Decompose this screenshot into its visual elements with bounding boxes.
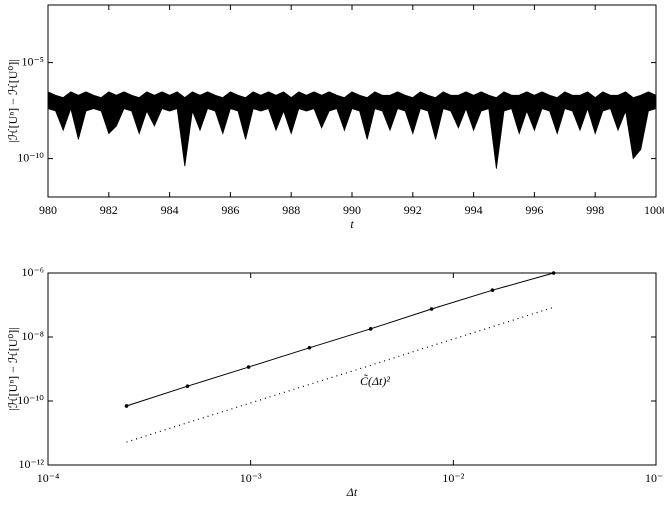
plot-frame xyxy=(47,272,657,466)
data-point xyxy=(551,271,556,275)
x-axis-label: Δt xyxy=(346,485,358,499)
y-tick-label: 10⁻⁵ xyxy=(21,54,44,68)
y-tick-label: 10⁻¹² xyxy=(18,457,44,471)
x-tick-label: 990 xyxy=(343,203,361,217)
annotation: C̃(Δt)² xyxy=(360,374,390,388)
x-tick-label: 998 xyxy=(586,203,604,217)
data-point xyxy=(246,365,251,369)
x-tick-label: 996 xyxy=(525,203,543,217)
x-tick-label: 10⁻¹ xyxy=(645,471,664,485)
x-tick-label: 984 xyxy=(161,203,179,217)
data-point xyxy=(368,327,373,331)
x-tick-label: 988 xyxy=(282,203,300,217)
x-tick-label: 986 xyxy=(221,203,239,217)
x-tick-label: 992 xyxy=(404,203,422,217)
x-tick-label: 980 xyxy=(39,203,57,217)
y-tick-label: 10⁻¹⁰ xyxy=(17,393,44,407)
x-axis-label: t xyxy=(350,217,354,231)
y-tick-label: 10⁻⁸ xyxy=(21,329,44,343)
data-point xyxy=(429,307,434,311)
x-tick-label: 10⁻² xyxy=(442,471,464,485)
band-area xyxy=(47,91,657,169)
data-point xyxy=(124,404,129,408)
data-point xyxy=(185,384,190,389)
x-tick-label: 10⁻⁴ xyxy=(37,471,60,485)
x-tick-label: 982 xyxy=(100,203,118,217)
x-tick-label: 1000 xyxy=(644,203,664,217)
x-tick-label: 994 xyxy=(465,203,483,217)
data-point xyxy=(490,288,495,293)
y-tick-label: 10⁻¹⁰ xyxy=(17,150,44,164)
x-tick-label: 10⁻³ xyxy=(240,471,262,485)
series-line xyxy=(126,306,554,443)
y-tick-label: 10⁻⁶ xyxy=(21,265,44,279)
data-point xyxy=(307,345,312,350)
series-line xyxy=(126,272,554,407)
y-axis-label: |ℋ[Uⁿ] − ℋ[U⁰]| xyxy=(6,59,20,142)
y-axis-label: |ℋ[Uⁿ] − ℋ[U⁰]| xyxy=(6,327,20,410)
